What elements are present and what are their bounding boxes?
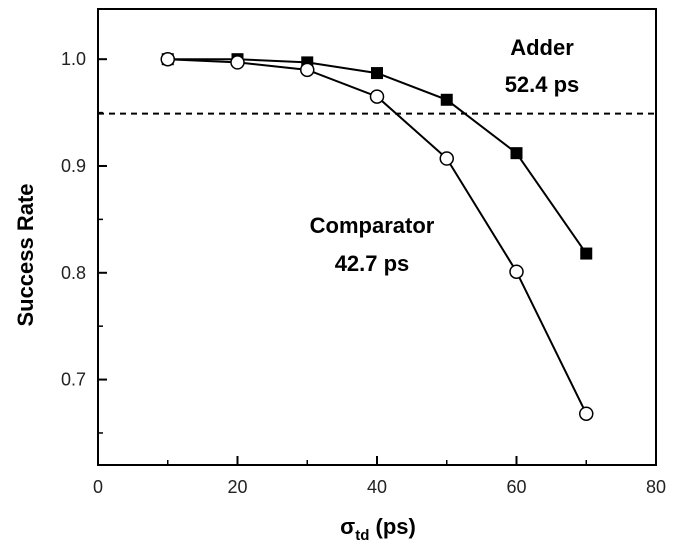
y-tick-label: 0.9 [61, 156, 86, 176]
x-axis-title-symbol: σ [340, 514, 355, 539]
circle-marker [369, 89, 385, 104]
annotation-adder-value: 52.4 ps [505, 72, 580, 97]
x-tick-label: 80 [646, 477, 666, 497]
square-marker [371, 67, 383, 80]
circle-marker [579, 406, 594, 421]
x-tick-label: 20 [227, 477, 247, 497]
x-tick-label: 60 [506, 477, 526, 497]
x-tick-label: 0 [93, 477, 103, 497]
circle-marker [160, 51, 175, 67]
x-axis-title: σtd (ps) [340, 514, 416, 544]
annotation-comparator: Comparator [310, 213, 435, 238]
annotation-comparator-value: 42.7 ps [335, 251, 410, 276]
square-marker [440, 93, 453, 106]
y-tick-label: 1.0 [61, 49, 86, 69]
x-axis-title-unit: (ps) [369, 514, 415, 539]
y-axis-title: Success Rate [13, 183, 38, 326]
circle-marker [509, 264, 524, 279]
square-marker [510, 147, 523, 160]
circle-marker [439, 151, 454, 166]
chart-marks [98, 51, 656, 421]
y-tick-label: 0.8 [61, 263, 86, 283]
x-axis-title-subscript: td [355, 527, 369, 544]
square-marker [580, 247, 593, 260]
x-tick-label: 40 [367, 477, 387, 497]
circle-marker [300, 62, 315, 78]
series-1 [160, 51, 594, 421]
y-tick-label: 0.7 [61, 370, 86, 390]
circle-marker [230, 55, 245, 70]
axis-ticks: 0 20 40 60 80 0.7 0.8 0.9 1.0 [61, 49, 666, 497]
annotation-adder: Adder [510, 35, 574, 60]
square-marker [301, 56, 314, 69]
